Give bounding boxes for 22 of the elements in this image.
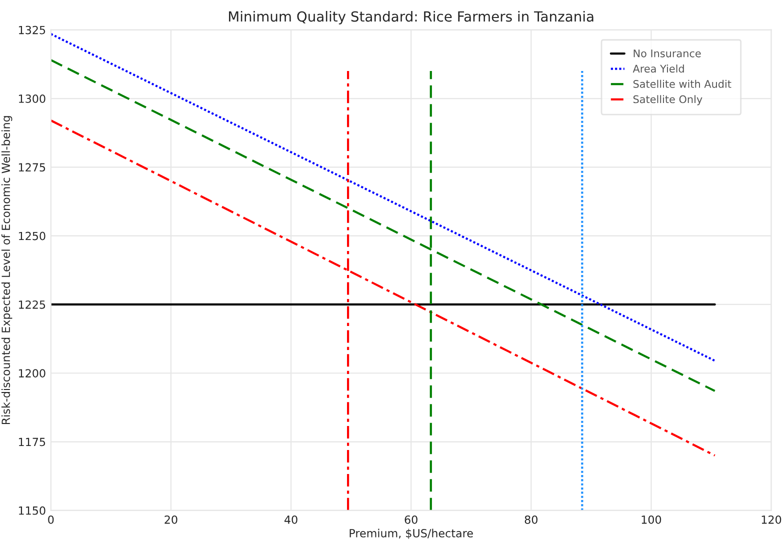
x-tick-label: 20 xyxy=(164,515,178,524)
y-tick-label: 1150 xyxy=(18,506,46,515)
legend-label: No Insurance xyxy=(634,50,701,58)
x-tick-label: 60 xyxy=(404,515,418,524)
y-tick-label: 1325 xyxy=(18,26,46,34)
x-tick-label: 80 xyxy=(524,515,538,524)
x-axis-title: Premium, $US/hectare xyxy=(350,528,473,539)
y-tick-label: 1300 xyxy=(18,94,46,103)
y-tick-label: 1225 xyxy=(18,300,46,309)
legend-label: Satellite Only xyxy=(633,95,702,106)
legend-label: Area Yield xyxy=(632,64,684,73)
y-tick-label: 1175 xyxy=(18,438,46,446)
x-tick-label: 0 xyxy=(48,515,54,524)
chart-title: Minimum Quality Standard: Rice Farmers in Tanzania xyxy=(228,10,594,24)
x-tick-label: 120 xyxy=(762,515,782,524)
x-tick-label: 100 xyxy=(642,515,662,524)
legend-label: Satellite with Audit xyxy=(633,80,732,88)
y-tick-label: 1250 xyxy=(18,232,46,240)
y-axis-title: Risk-discounted Expected Level of Economic Well-being xyxy=(1,116,12,424)
y-tick-label: 1200 xyxy=(18,369,46,378)
x-tick-label: 40 xyxy=(284,515,298,524)
y-tick-label: 1275 xyxy=(18,163,46,172)
